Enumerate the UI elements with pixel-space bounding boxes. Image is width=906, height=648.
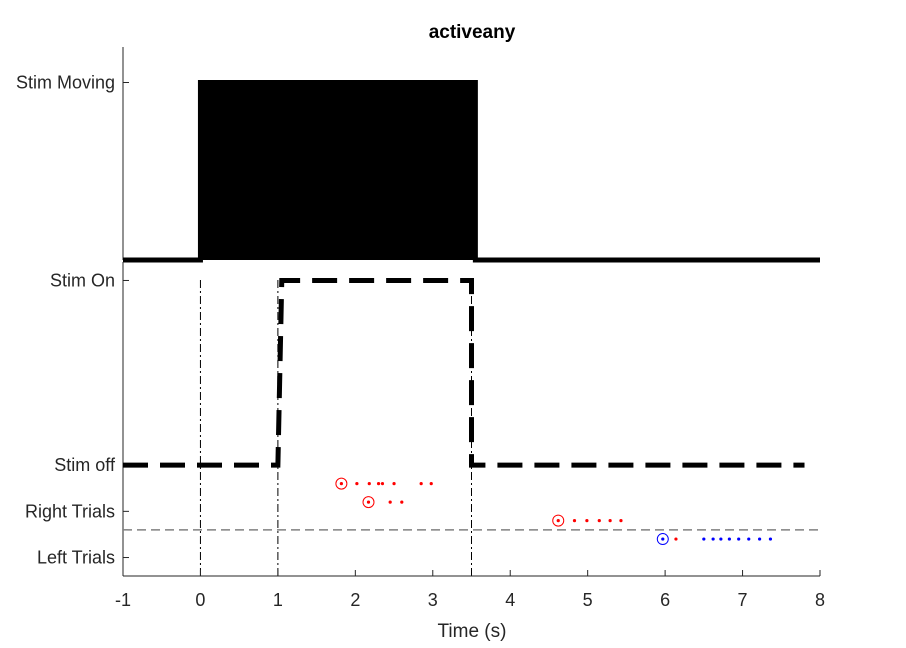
x-tick-label-7: 6 xyxy=(660,590,670,610)
lick-dot-0-1 xyxy=(367,482,371,486)
x-axis-label: Time (s) xyxy=(438,621,507,642)
lick-dot-1-0 xyxy=(388,500,392,504)
lick-dot-4-3 xyxy=(727,537,731,541)
stim-moving-fill-0 xyxy=(123,82,820,260)
x-tick-label-2: 1 xyxy=(273,590,283,610)
top-y-tick-label-0: Stim Moving xyxy=(16,73,115,93)
bottom-y-tick-label-1: Stim off xyxy=(54,455,116,475)
lick-dot-2-1 xyxy=(585,518,589,523)
bottom-y-tick-label-3: Left Trials xyxy=(37,548,115,568)
lick-dot-4-2 xyxy=(719,537,723,541)
lick-dot-2-0 xyxy=(572,518,577,523)
x-tick-label-5: 4 xyxy=(505,590,515,610)
x-tick-label-9: 8 xyxy=(815,590,825,610)
stim-moving-panel: Stim Moving xyxy=(16,47,820,263)
bottom-y-tick-label-2: Right Trials xyxy=(25,501,115,521)
x-tick-label-3: 2 xyxy=(350,590,360,610)
lick-dot-1-1 xyxy=(400,500,404,504)
trial-start-marker-0 xyxy=(335,477,348,490)
stim-state-trace-0 xyxy=(123,277,805,468)
lick-dot-0-0 xyxy=(355,482,359,486)
lick-dot-0-6 xyxy=(429,482,433,486)
lick-dot-2-4 xyxy=(619,518,623,523)
bottom-y-tick-label-0: Stim On xyxy=(50,270,115,290)
lick-dot-4-0 xyxy=(702,537,706,541)
x-axis: -1 0 1 2 3 4 5 6 7 8 xyxy=(115,570,825,610)
x-tick-label-1: 0 xyxy=(195,590,205,610)
trial-start-dot-0 xyxy=(339,482,343,486)
lick-dot-0-2 xyxy=(376,482,381,486)
lick-dot-0-4 xyxy=(392,482,396,486)
lick-dot-3-0 xyxy=(674,537,678,541)
stim-trials-panel: Stim On Stim off Right Trials Left Trials xyxy=(25,262,820,576)
lick-dot-4-5 xyxy=(747,537,751,541)
lick-dot-2-3 xyxy=(608,518,612,523)
trial-start-dot-1 xyxy=(366,500,371,504)
trial-start-dot-2 xyxy=(556,518,560,523)
lick-dot-0-5 xyxy=(419,482,423,486)
lick-dot-0-3 xyxy=(380,482,385,486)
x-tick-label-0: -1 xyxy=(115,590,131,610)
chart-title: activeany xyxy=(429,22,516,43)
x-tick-label-4: 3 xyxy=(428,590,438,610)
stim-moving-trace-0 xyxy=(123,80,820,263)
x-tick-label-6: 5 xyxy=(583,590,593,610)
x-tick-label-8: 7 xyxy=(738,590,748,610)
lick-dot-4-7 xyxy=(768,537,773,541)
trial-start-marker-1 xyxy=(362,496,375,509)
trial-start-marker-3 xyxy=(656,533,669,546)
trial-start-dot-3 xyxy=(661,537,665,541)
lick-dot-4-6 xyxy=(757,537,762,541)
lick-dot-4-1 xyxy=(711,537,715,541)
lick-dot-4-4 xyxy=(737,537,741,541)
trial-start-marker-2 xyxy=(552,514,565,527)
lick-dot-2-2 xyxy=(597,518,601,523)
